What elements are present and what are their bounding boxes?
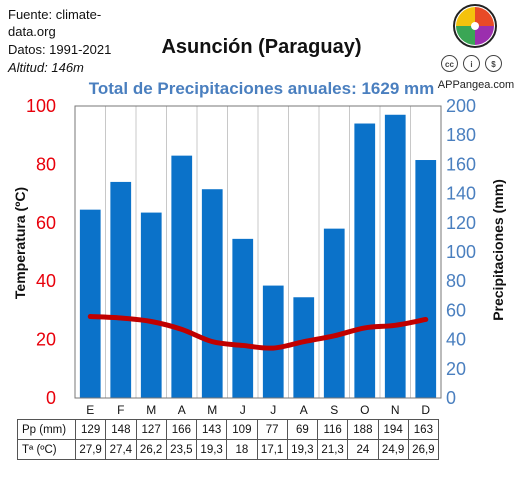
table-row: Tª (ºC) 27,9 27,4 26,2 23,5 19,3 18 17,1 19,3 21,… [17,439,440,460]
table-cell: 26,2 [135,439,167,460]
left-tick-label: 100 [26,96,56,116]
altitude-label: Altitud: 146m [8,60,84,75]
month-label: O [360,403,369,417]
nc-icon: $ [485,55,502,72]
right-tick-label: 200 [446,96,476,116]
temperature-line [87,314,429,351]
precip-bar [415,160,437,398]
month-label: A [300,403,308,417]
precip-bar [354,123,376,399]
table-cell: 163 [407,419,440,440]
table-cell: 27,4 [105,439,137,460]
left-tick-label: 60 [36,213,56,233]
right-axis-title: Precipitaciones (mm) [490,179,506,321]
table-cell: 24 [347,439,379,460]
month-label: S [330,403,338,417]
month-label: J [240,403,246,417]
cc-icon: cc [441,55,458,72]
month-label: N [391,403,400,417]
precip-bar [293,297,315,398]
left-tick-label: 40 [36,271,56,291]
month-label: F [117,403,124,417]
table-cell: 17,1 [256,439,288,460]
precip-bar [110,181,132,398]
month-label: M [207,403,217,417]
source-label: Fuente: climate- [8,7,102,22]
left-tick-label: 20 [36,330,56,350]
right-tick-label: 100 [446,242,476,262]
month-label: J [270,403,276,417]
plot-frame [74,105,442,399]
table-cell: 69 [286,419,319,440]
table-row-label: Pp (mm) [17,419,76,440]
table-cell: 127 [135,419,167,440]
right-tick-label: 120 [446,213,476,233]
precip-bar [384,114,406,398]
table-cell: 77 [256,419,288,440]
right-tick-label: 0 [446,388,456,408]
table-cell: 27,9 [74,439,107,460]
precip-bar [323,228,345,398]
precip-bar [232,238,254,398]
month-label: D [421,403,430,417]
table-cell: 19,3 [286,439,319,460]
left-axis-title: Temperatura (ºC) [12,187,28,299]
right-tick-label: 20 [446,359,466,379]
data-table: Pp (mm) 129 148 127 166 143 109 77 69 116 188 194 16… [17,419,440,460]
table-cell: 23,5 [165,439,198,460]
table-cell: 148 [105,419,137,440]
right-tick-label: 40 [446,330,466,350]
precip-bar [171,155,193,398]
left-tick-label: 80 [36,154,56,174]
month-label: M [146,403,156,417]
table-cell: 109 [226,419,258,440]
table-cell: 19,3 [195,439,228,460]
precip-bar [262,285,284,398]
right-tick-label: 80 [446,271,466,291]
right-tick-label: 60 [446,300,466,320]
right-tick-label: 160 [446,154,476,174]
table-cell: 166 [165,419,198,440]
appangea-logo-icon [453,4,497,48]
by-icon: i [463,55,480,72]
table-cell: 116 [316,419,349,440]
table-cell: 143 [195,419,228,440]
table-cell: 129 [74,419,107,440]
table-cell: 26,9 [407,439,440,460]
source-label-cont: data.org [8,24,56,39]
chart-title: Asunción (Paraguay) [161,36,362,58]
table-cell: 194 [377,419,409,440]
left-tick-label: 0 [46,388,56,408]
month-label: A [178,403,186,417]
period-label: Datos: 1991-2021 [8,42,112,57]
table-cell: 24,9 [377,439,409,460]
table-cell: 18 [226,439,258,460]
table-row: Pp (mm) 129 148 127 166 143 109 77 69 116 188 194 16… [17,419,440,440]
right-tick-label: 180 [446,125,476,145]
table-cell: 21,3 [316,439,349,460]
right-tick-label: 140 [446,184,476,204]
precip-bar [79,209,101,398]
table-row-label: Tª (ºC) [17,439,76,460]
month-label: E [86,403,94,417]
precip-bar [140,212,162,398]
chart-subtitle: Total de Precipitaciones anuales: 1629 m… [88,79,435,98]
precip-bar [201,189,223,398]
brand-site: APPangea.com [437,79,515,91]
table-cell: 188 [347,419,379,440]
